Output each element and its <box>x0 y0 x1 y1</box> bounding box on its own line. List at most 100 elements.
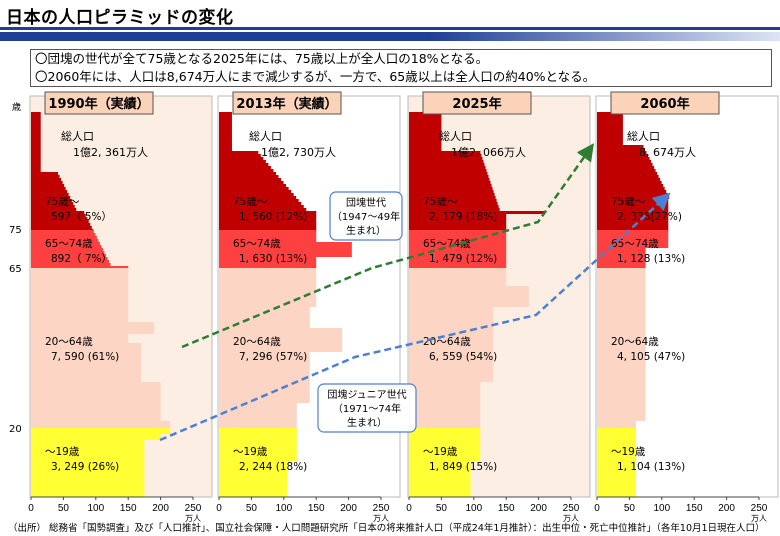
age-group-value: 2, 244 (18%) <box>239 461 307 473</box>
pyramid-bar <box>219 382 310 385</box>
pyramid-bar <box>409 364 494 367</box>
pyramid-bar <box>219 283 317 286</box>
x-tick-label: 100 <box>653 503 670 514</box>
x-tick-label: 100 <box>275 503 292 514</box>
age-group-value: 6, 559 (54%) <box>429 351 497 363</box>
pyramid-bar <box>219 373 310 376</box>
pyramid-bar <box>597 473 636 476</box>
pyramid-bar <box>597 421 636 424</box>
age-group-name: 75歳～ <box>611 196 646 208</box>
pyramid-bar <box>31 485 145 488</box>
age-group-value: 3, 249 (26%) <box>51 461 119 473</box>
pyramid-bar <box>409 217 507 220</box>
pyramid-bar <box>409 166 486 169</box>
pyramid-bar <box>409 421 481 424</box>
pyramid-bar <box>31 316 129 319</box>
pyramid-bar <box>597 292 646 295</box>
pyramid-bar <box>597 193 668 196</box>
pyramid-bar <box>409 319 494 322</box>
pyramid-bar <box>597 349 646 352</box>
pyramid-bar <box>597 298 646 301</box>
pyramid-bar <box>597 470 636 473</box>
pyramid-bar <box>219 376 310 379</box>
pyramid-bar <box>31 233 96 236</box>
pyramid-bar <box>409 446 481 449</box>
pyramid-bar <box>409 382 481 385</box>
pyramid-bar <box>31 310 129 313</box>
pyramid-bar <box>409 268 507 271</box>
pyramid-bar <box>31 139 41 142</box>
pyramid-bar <box>219 233 317 236</box>
pyramid-bar <box>31 211 85 214</box>
pyramid-bar <box>597 148 645 151</box>
pyramid-bar <box>219 245 352 248</box>
pyramid-bar <box>409 145 442 148</box>
age-group-name: 65～74歳 <box>233 238 281 250</box>
pyramid-bar <box>31 289 129 292</box>
pyramid-bar <box>31 415 161 418</box>
pyramid-bar <box>219 115 232 118</box>
pyramid-bar <box>31 268 129 271</box>
pyramid-bar <box>597 310 646 313</box>
pyramid-bar <box>409 452 481 455</box>
x-tick-label: 50 <box>436 503 448 514</box>
pyramid-bar <box>31 236 97 239</box>
x-tick-label: 200 <box>718 503 735 514</box>
pyramid-bar <box>219 491 288 494</box>
pyramid-bar <box>219 169 274 172</box>
pyramid-bar <box>409 397 481 400</box>
pyramid-bar <box>409 172 488 175</box>
pyramid-bar <box>597 260 646 263</box>
pyramid-bar <box>31 479 145 482</box>
pyramid-bar <box>219 130 232 133</box>
pyramid-bar <box>219 292 317 295</box>
pyramid-bar <box>597 202 669 205</box>
x-tick-label: 200 <box>152 503 169 514</box>
pyramid-bar <box>597 277 646 280</box>
pyramid-bar <box>597 482 636 485</box>
pyramid-bar <box>597 245 669 248</box>
y-tick-label: 65 <box>9 264 22 275</box>
pyramid-bar <box>409 254 507 257</box>
pyramid-bar <box>219 139 232 142</box>
pyramid-bar <box>31 154 41 157</box>
pyramid-bar <box>31 325 155 328</box>
pyramid-bar <box>409 461 471 464</box>
pyramid-bar <box>409 437 481 440</box>
pyramid-bar <box>31 166 41 169</box>
pyramid-bar <box>409 412 481 415</box>
pyramid-bar <box>409 236 507 239</box>
pyramid-bar <box>219 452 297 455</box>
callout-text: （1971～74年 <box>333 402 401 415</box>
pyramid-bar <box>597 205 669 208</box>
pyramid-bar <box>409 133 442 136</box>
pyramid-bar <box>597 280 646 283</box>
pyramid-bar <box>597 274 646 277</box>
pyramid-bar <box>597 190 667 193</box>
total-value: 1億2, 361万人 <box>73 146 148 159</box>
callout-text: 団塊世代 <box>346 196 386 209</box>
pyramid-bar <box>597 343 646 346</box>
x-tick-label: 100 <box>87 503 104 514</box>
pyramid-bar <box>409 328 494 331</box>
pyramid-bar <box>597 452 636 455</box>
pyramid-bar <box>31 367 142 370</box>
pyramid-bar <box>219 236 317 239</box>
pyramid-bar <box>31 346 142 349</box>
pyramid-bar <box>31 217 88 220</box>
note-line-1: 〇団塊の世代が全て75歳となる2025年には、75歳以上が全人口の18%となる。 <box>35 51 489 66</box>
pyramid-bar <box>597 283 646 286</box>
x-tick-label: 150 <box>120 503 137 514</box>
total-value: 1億2, 066万人 <box>451 146 526 159</box>
pyramid-bar <box>597 340 646 343</box>
pyramid-bar <box>31 257 108 260</box>
age-group-name: ～19歳 <box>423 446 458 458</box>
age-group-name: ～19歳 <box>233 446 268 458</box>
pyramid-bar <box>31 274 129 277</box>
pyramid-bar <box>409 151 481 154</box>
pyramid-bar <box>409 370 494 373</box>
pyramid-bar <box>409 260 507 263</box>
pyramid-bar <box>597 239 669 242</box>
pyramid-bar <box>219 406 297 409</box>
pyramid-bar <box>31 298 129 301</box>
